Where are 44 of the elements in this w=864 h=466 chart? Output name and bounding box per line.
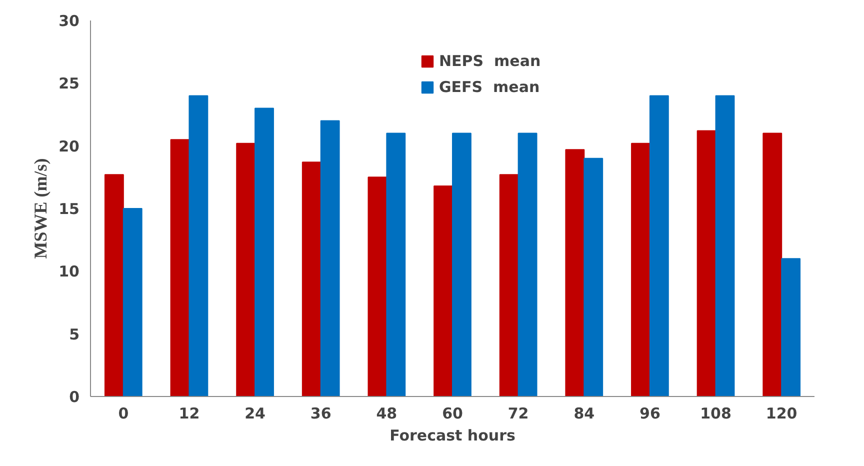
y-axis-title: MSWE (m/s) [30,158,51,259]
x-tick-label: 60 [442,404,463,422]
bar [649,95,669,396]
y-tick-label: 5 [69,325,80,344]
x-tick-label: 0 [118,404,129,422]
bar [565,149,585,396]
bar [781,258,801,396]
bar [452,132,472,396]
bar [236,142,256,396]
bar [170,139,190,396]
y-tick-label: 10 [58,262,80,281]
x-tick-label: 120 [766,404,798,422]
y-tick-label: 25 [58,74,80,93]
bar [434,185,453,396]
bar [188,95,208,396]
y-tick-label: 0 [69,388,80,406]
bar [302,162,322,396]
bar [104,174,124,396]
legend-label: GEFS mean [439,78,540,96]
y-tick-label: 30 [58,12,80,30]
x-tick-label: 72 [508,404,529,422]
bar [122,208,142,396]
y-tick-label: 20 [58,137,80,156]
x-tick-label: 96 [640,404,660,422]
x-tick-label: 24 [244,404,266,422]
x-tick-label: 36 [310,404,332,422]
y-tick-label: 15 [58,200,80,218]
bar [499,174,519,396]
x-tick-label: 48 [376,404,398,422]
x-tick-label: 108 [700,404,732,422]
bar [715,95,735,396]
bar [518,132,538,396]
bar [320,120,340,396]
bar [254,108,274,396]
x-axis-title: Forecast hours [390,426,516,444]
bar [386,132,406,396]
bar [696,130,716,396]
bar [368,176,388,396]
x-tick-label: 12 [178,404,200,422]
bar [584,158,604,396]
bar [762,132,782,396]
x-tick-label: 84 [574,404,595,422]
legend-label: NEPS mean [439,52,541,70]
bar [631,142,650,396]
